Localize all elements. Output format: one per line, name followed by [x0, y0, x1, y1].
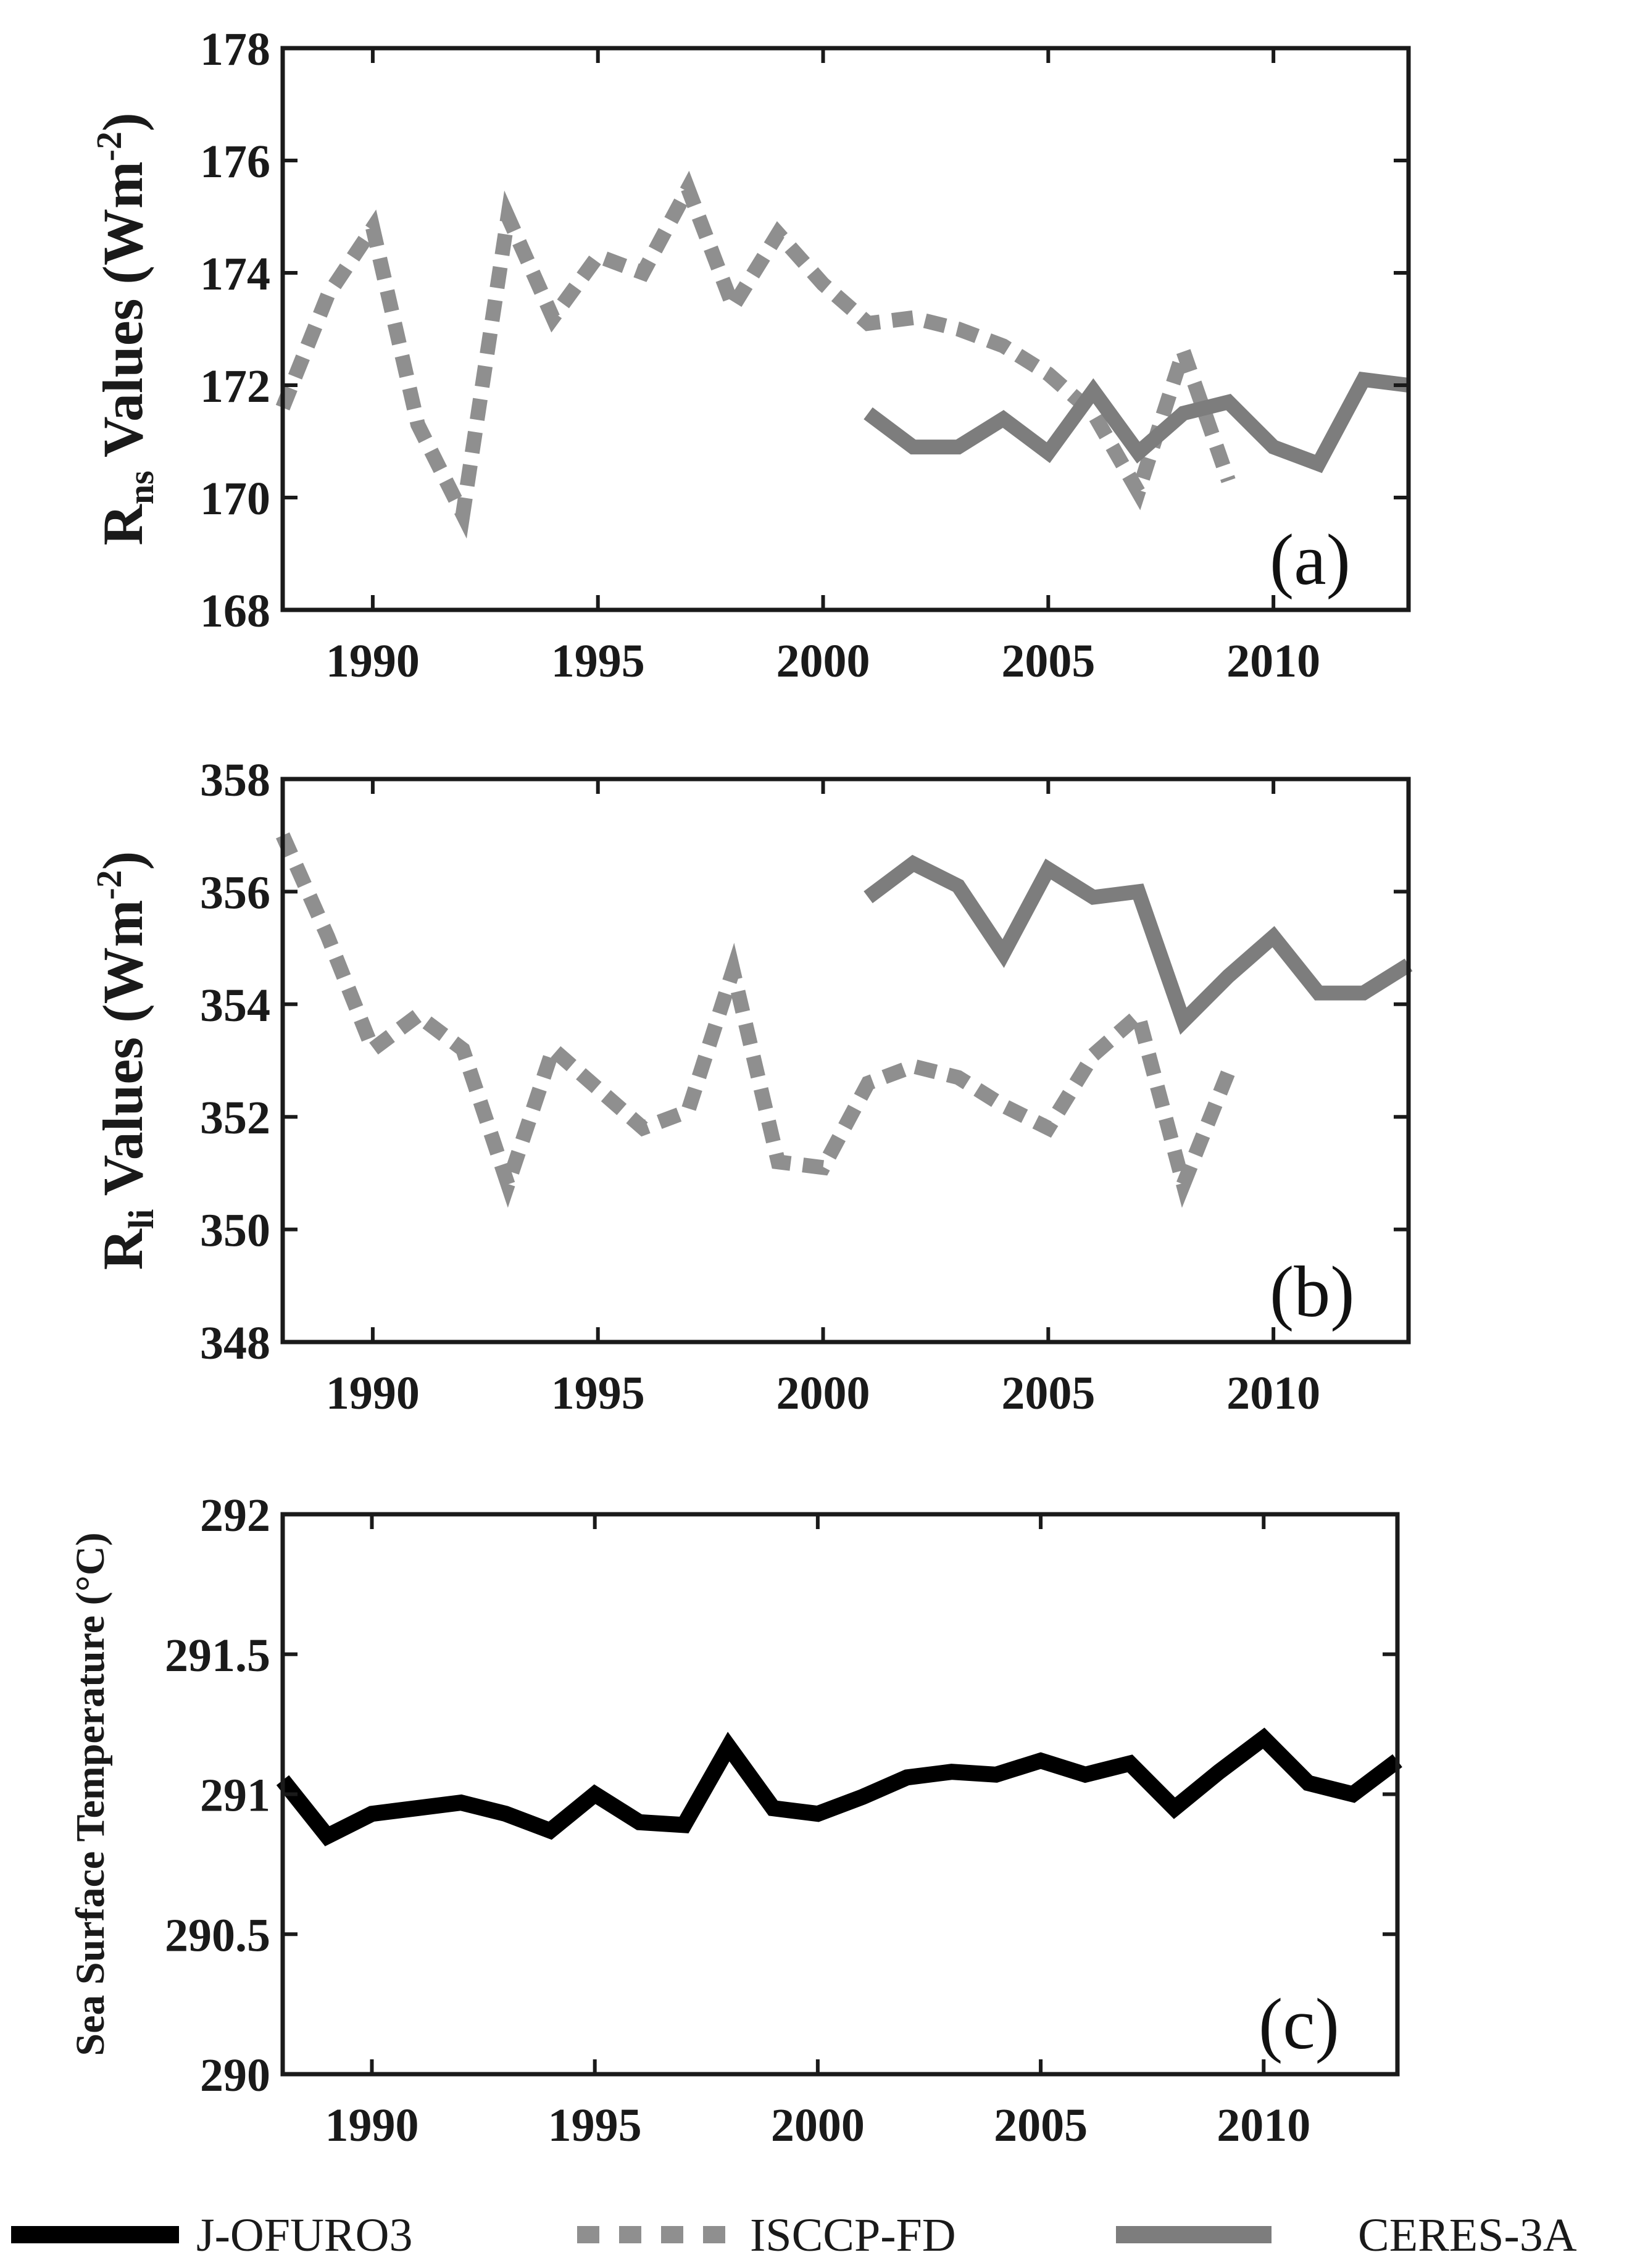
x-tick-label: 1990 — [326, 635, 420, 687]
y-tick-label: 291.5 — [165, 1630, 270, 1682]
x-tick-label: 1995 — [551, 635, 645, 687]
y-tick-label: 352 — [200, 1092, 270, 1144]
legend-label: CERES-3A — [1358, 2209, 1577, 2261]
series-line-isccp-fd — [275, 170, 1236, 539]
panel-a: 168 170 172 174 176 178 1990 1995 2000 2005 2010 Rn… — [89, 23, 1411, 687]
x-tick-label: 2005 — [1001, 635, 1095, 687]
y-tick-label: 290.5 — [165, 1909, 270, 1961]
y-tick-label: 356 — [200, 867, 270, 919]
series-line-ceres-3a — [864, 371, 1410, 473]
y-tick-label: 176 — [200, 136, 270, 188]
x-tick-label: 1995 — [551, 1367, 645, 1419]
x-tick-label: 1990 — [326, 1367, 420, 1419]
panel-label: (c) — [1259, 1983, 1339, 2064]
y-axis-label: Rli Values (Wm-2) — [89, 851, 161, 1270]
y-tick-label: 348 — [200, 1317, 270, 1369]
x-tick-label: 1995 — [548, 2099, 642, 2151]
axes-frame — [280, 46, 1411, 612]
y-tick-label: 358 — [200, 754, 270, 806]
series-line-ceres-3a — [864, 854, 1413, 1035]
y-axis-label: Rns Values (Wm-2) — [89, 112, 161, 545]
panel-b: 348 350 352 354 356 358 1990 1995 2000 2005 2010 Rl… — [89, 754, 1413, 1419]
y-tick-label: 350 — [200, 1205, 270, 1257]
y-tick-label: 172 — [200, 361, 270, 412]
y-tick-label: 291 — [200, 1770, 270, 1822]
x-tick-label: 1990 — [325, 2099, 418, 2151]
axes-frame — [280, 777, 1411, 1345]
x-tick-label: 2005 — [994, 2099, 1088, 2151]
y-tick-label: 178 — [200, 23, 270, 75]
x-tick-label: 2010 — [1226, 1367, 1320, 1419]
x-tick-label: 2010 — [1217, 2099, 1310, 2151]
legend-label: J-OFURO3 — [196, 2209, 413, 2261]
y-tick-label: 292 — [200, 1490, 270, 1541]
y-tick-label: 174 — [200, 248, 270, 300]
series-line-isccp-fd — [276, 832, 1236, 1208]
x-tick-label: 2000 — [776, 635, 870, 687]
y-tick-label: 168 — [200, 585, 270, 637]
x-tick-label: 2000 — [771, 2099, 865, 2151]
legend: J-OFURO3 ISCCP-FD CERES-3A — [11, 2209, 1577, 2261]
y-axis-label: Sea Surface Temperature (°C) — [68, 1532, 113, 2056]
series-line-j-ofuro3 — [276, 1727, 1402, 1846]
panel-label: (a) — [1270, 519, 1351, 600]
x-tick-label: 2010 — [1226, 635, 1320, 687]
legend-label: ISCCP-FD — [750, 2209, 956, 2261]
y-tick-label: 354 — [200, 980, 270, 1032]
y-tick-label: 290 — [200, 2049, 270, 2101]
x-tick-label: 2000 — [776, 1367, 870, 1419]
axes-frame — [280, 1512, 1400, 2077]
x-tick-label: 2005 — [1001, 1367, 1095, 1419]
y-tick-label: 170 — [200, 473, 270, 525]
panel-label: (b) — [1270, 1251, 1355, 1332]
panel-c: 290 290.5 291 291.5 292 1990 1995 2000 2005 2010 S… — [68, 1490, 1402, 2151]
